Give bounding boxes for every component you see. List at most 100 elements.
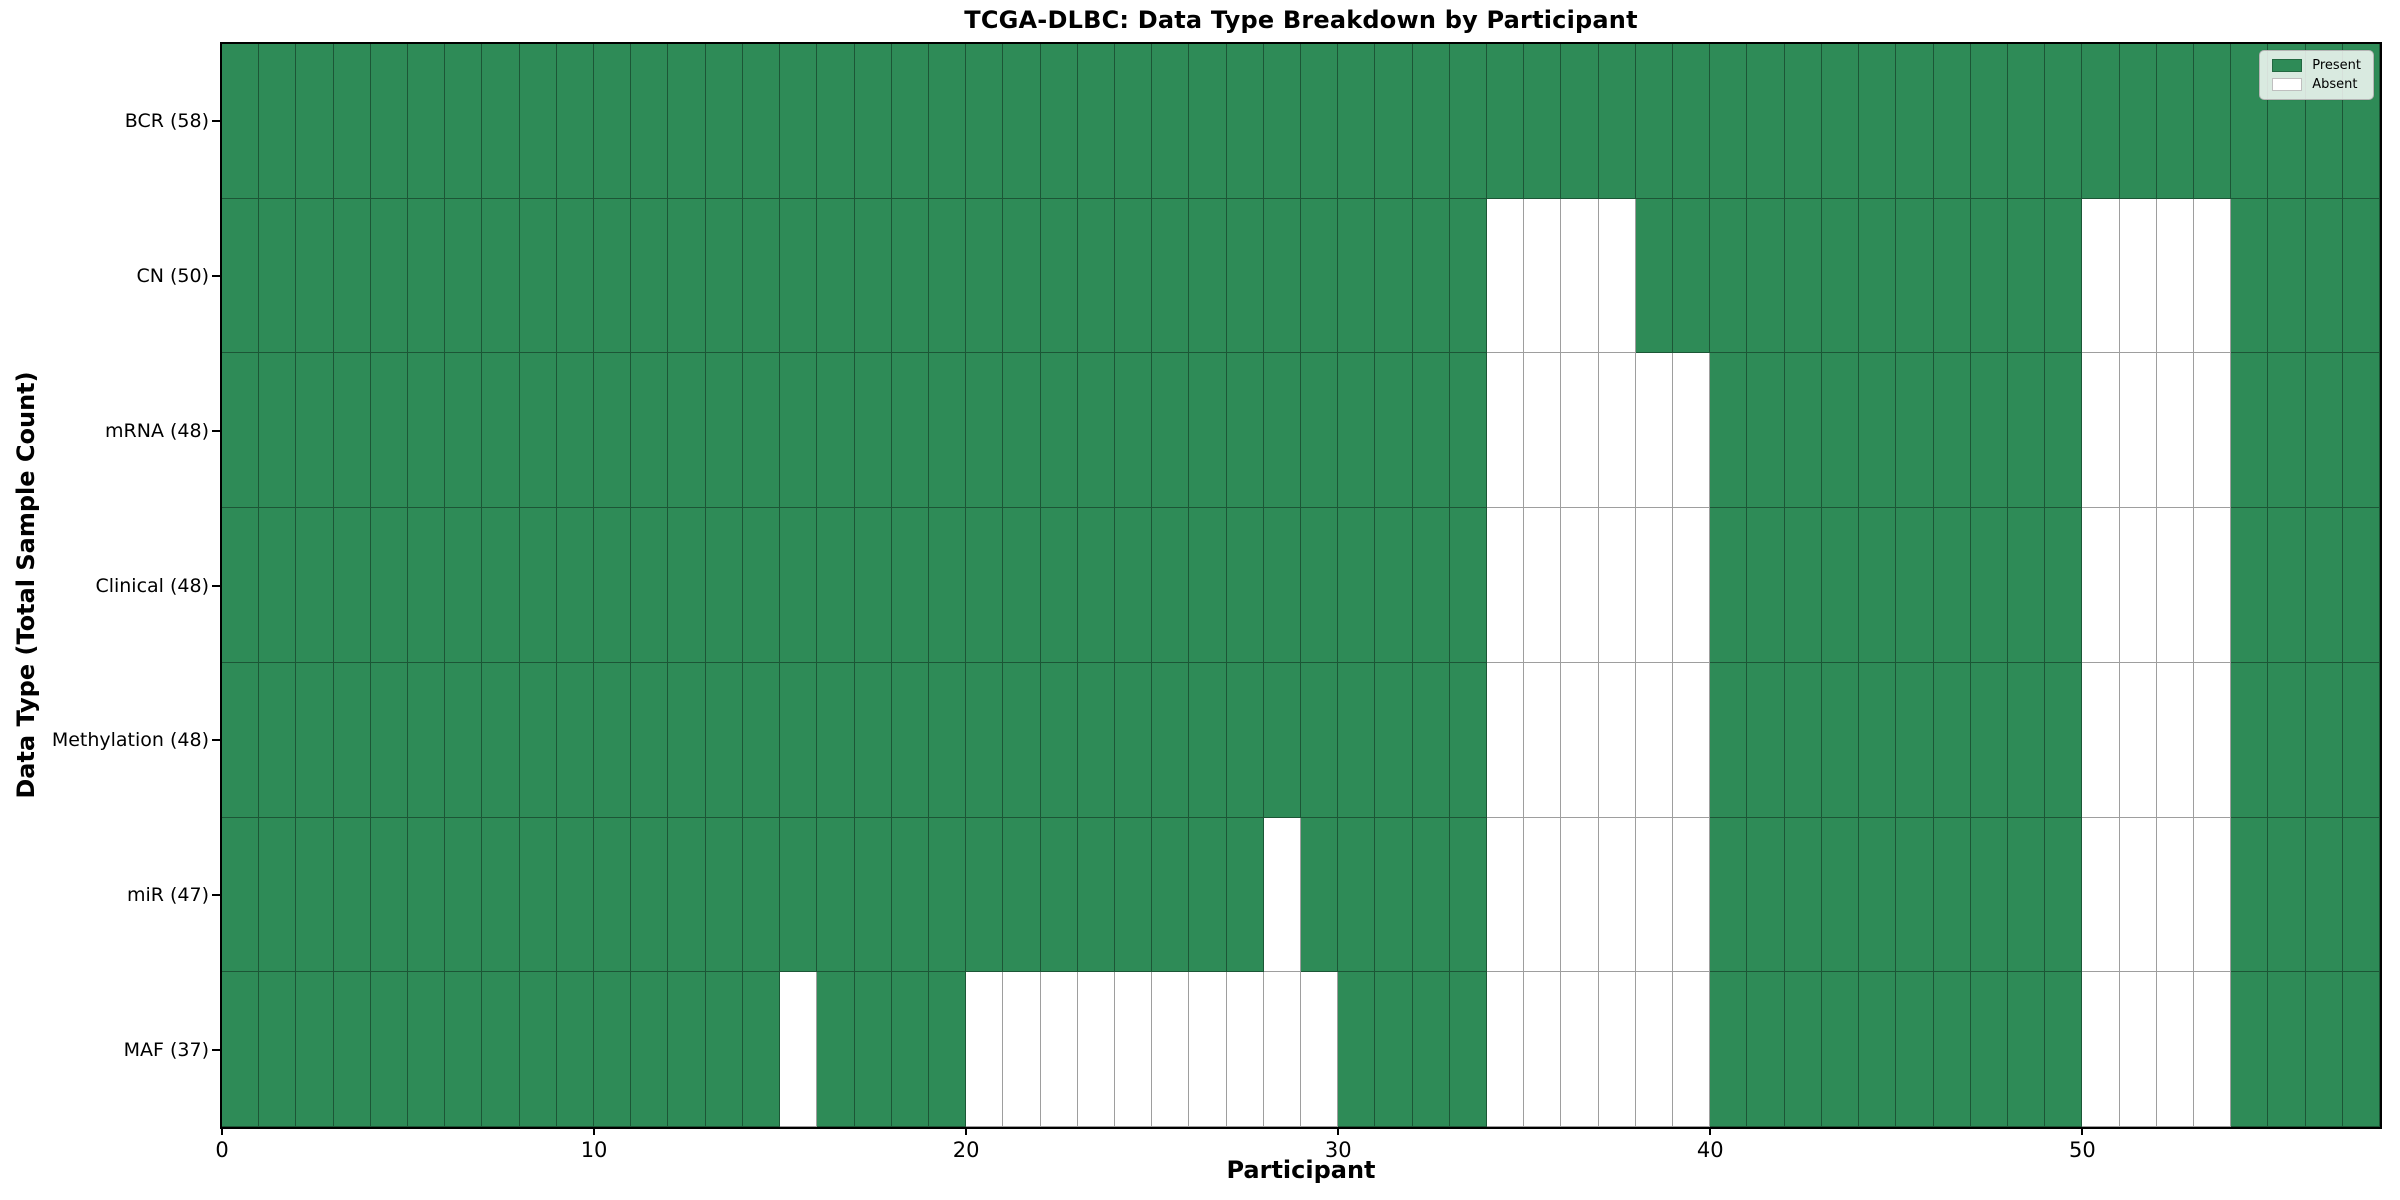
heatmap-cell (556, 817, 595, 973)
legend: Present Absent (2259, 50, 2374, 100)
heatmap-cell (445, 44, 483, 199)
heatmap-cell (1189, 198, 1227, 354)
heatmap-cell (445, 353, 483, 509)
heatmap-cell (1301, 817, 1339, 973)
heatmap-cell (1152, 353, 1190, 509)
heatmap-cell (482, 508, 520, 663)
heatmap-cell (668, 44, 706, 199)
heatmap-cell (1747, 44, 1785, 199)
heatmap-cell (2007, 972, 2046, 1127)
heatmap-cell (1301, 353, 1339, 509)
heatmap-cell (1412, 508, 1450, 663)
heatmap-cell (817, 508, 855, 663)
heatmap-cell (1412, 198, 1450, 354)
heatmap-cell (594, 44, 632, 199)
heatmap-cell (1821, 817, 1860, 973)
heatmap-cell (1152, 508, 1190, 663)
heatmap-cell (2045, 353, 2083, 509)
heatmap-cell (296, 508, 334, 663)
heatmap-cell (2082, 972, 2120, 1127)
heatmap-cell (519, 198, 557, 354)
heatmap-cell (705, 972, 743, 1127)
heatmap-cell (556, 508, 595, 663)
heatmap-cell (1449, 44, 1488, 199)
heatmap-cell (2305, 662, 2343, 818)
heatmap-cell (928, 817, 967, 973)
heatmap-cell (928, 353, 967, 509)
heatmap-cell (1673, 508, 1711, 663)
heatmap-cell (1263, 198, 1301, 354)
heatmap-cell (1859, 508, 1897, 663)
y-tick-label: MAF (37) (123, 1038, 209, 1061)
heatmap-cell (259, 44, 297, 199)
heatmap-cell (928, 44, 967, 199)
y-tick-mark (212, 120, 220, 123)
heatmap-cell (1524, 508, 1562, 663)
heatmap-cell (519, 662, 557, 818)
legend-label-absent: Absent (2312, 77, 2358, 92)
y-tick-label: BCR (58) (124, 110, 209, 133)
heatmap-cell (2045, 508, 2083, 663)
heatmap-cell (1077, 972, 1115, 1127)
heatmap-cell (2156, 44, 2194, 199)
heatmap-cell (482, 353, 520, 509)
heatmap-cell (222, 662, 260, 818)
heatmap-cell (1710, 662, 1748, 818)
heatmap-cell (1970, 353, 2008, 509)
heatmap-cell (482, 44, 520, 199)
heatmap-cell (1449, 817, 1488, 973)
heatmap-cell (2156, 817, 2194, 973)
heatmap-cell (1524, 662, 1562, 818)
heatmap-cell (705, 662, 743, 818)
heatmap-cell (296, 817, 334, 973)
heatmap-cell (2342, 353, 2380, 509)
heatmap-cell (2045, 972, 2083, 1127)
chart-title: TCGA-DLBC: Data Type Breakdown by Partic… (964, 6, 1638, 34)
heatmap-cell (854, 508, 892, 663)
heatmap-cell (2268, 198, 2306, 354)
heatmap-cell (333, 817, 371, 973)
heatmap-cell (928, 662, 967, 818)
heatmap-cell (668, 508, 706, 663)
heatmap-cell (296, 353, 334, 509)
heatmap-cell (1710, 353, 1748, 509)
heatmap-cell (2156, 198, 2194, 354)
heatmap-cell (333, 972, 371, 1127)
heatmap-cell (1449, 662, 1488, 818)
heatmap-cell (1040, 353, 1078, 509)
heatmap-cell (1226, 44, 1264, 199)
heatmap-cell (370, 972, 409, 1127)
heatmap-cell (556, 198, 595, 354)
heatmap-cell (631, 662, 669, 818)
heatmap-cell (2342, 508, 2380, 663)
heatmap-cell (1114, 44, 1153, 199)
heatmap-cell (854, 972, 892, 1127)
heatmap-cell (2082, 44, 2120, 199)
heatmap-cell (631, 198, 669, 354)
heatmap-cell (1896, 508, 1934, 663)
heatmap-cell (891, 972, 929, 1127)
heatmap-cell (1338, 44, 1376, 199)
heatmap-cell (854, 353, 892, 509)
heatmap-cell (296, 198, 334, 354)
heatmap-cell (2193, 44, 2232, 199)
heatmap-cell (2045, 198, 2083, 354)
heatmap-cell (1077, 662, 1115, 818)
heatmap-cell (2268, 508, 2306, 663)
heatmap-cell (2007, 44, 2046, 199)
heatmap-cell (2007, 198, 2046, 354)
heatmap-cell (668, 817, 706, 973)
heatmap-cell (1114, 817, 1153, 973)
heatmap-cell (2007, 353, 2046, 509)
heatmap-cell (370, 662, 409, 818)
heatmap-cell (2082, 662, 2120, 818)
heatmap-cell (1487, 508, 1525, 663)
x-tick-label: 10 (580, 1138, 608, 1162)
heatmap-cell (705, 353, 743, 509)
heatmap-cell (1747, 198, 1785, 354)
x-tick-mark (2081, 1127, 2084, 1135)
heatmap-cell (1189, 817, 1227, 973)
heatmap-cell (1189, 44, 1227, 199)
heatmap-cell (1598, 972, 1636, 1127)
heatmap-cell (482, 662, 520, 818)
